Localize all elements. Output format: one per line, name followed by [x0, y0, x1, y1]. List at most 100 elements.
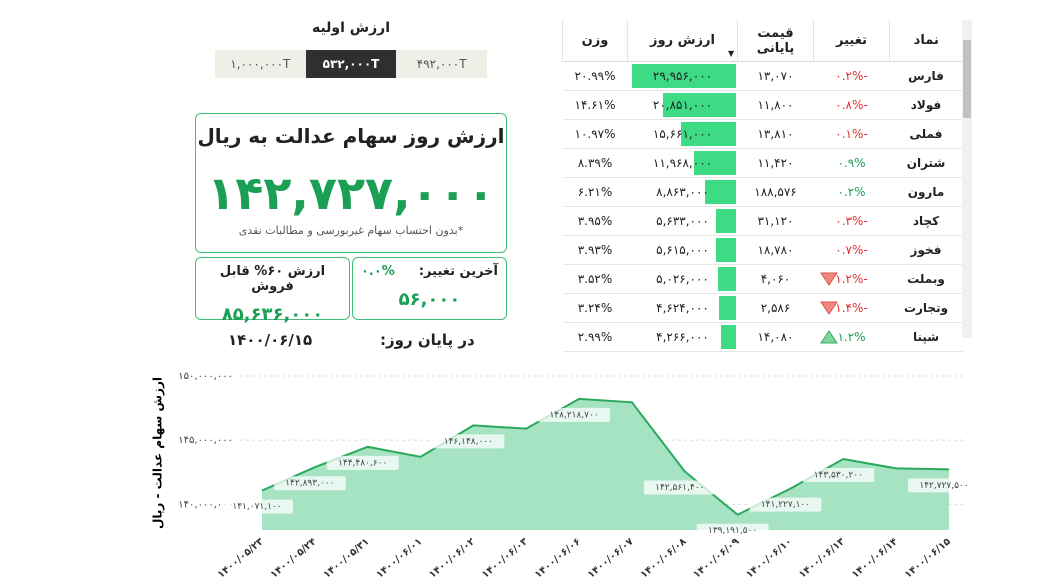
cell-text: ۱۳,۸۱۰: [757, 127, 794, 141]
x-tick-label: ۱۴۰۰/۰۶/۱۰: [744, 536, 794, 581]
data-label-bg: [221, 499, 293, 514]
data-label: ۱۴۶,۱۴۸,۰۰۰: [444, 437, 493, 447]
data-label: ۱۴۱,۰۷۱,۱۰۰: [232, 502, 281, 512]
column-header[interactable]: تغییر: [813, 20, 890, 62]
value-bar: [715, 209, 736, 233]
change-text: ۱.۲%: [837, 330, 866, 344]
table-cell: ۱۱,۹۶۸,۰۰۰: [627, 148, 738, 178]
table-cell: ۱۴,۰۸۰: [737, 322, 814, 352]
data-label: ۱۴۴,۴۸۰,۶۰۰: [338, 458, 387, 468]
change-text: ۰.۹%: [837, 156, 866, 170]
table-cell: وبملت: [889, 264, 963, 294]
cell-text: ۴,۰۶۰: [760, 272, 791, 286]
scrollbar[interactable]: [962, 20, 972, 338]
cell-text: ۱۴.۶۱%: [574, 98, 616, 112]
value-text: ۵,۶۱۵,۰۰۰: [656, 243, 709, 257]
value-text: ۵,۶۳۳,۰۰۰: [656, 214, 709, 228]
end-of-day-label: در پایان روز:: [380, 331, 475, 349]
table-cell: ۱۰.۹۷%: [562, 119, 628, 149]
table-cell: ۰.۹%: [813, 148, 890, 178]
x-tick-label: ۱۴۰۰/۰۵/۳۱: [321, 536, 371, 581]
table-cell: ۱۸,۷۸۰: [737, 235, 814, 265]
column-header[interactable]: وزن: [562, 20, 628, 62]
table-row: فخوز -۰.۷% ۱۸,۷۸۰ ۵,۶۱۵,۰۰۰ ۳.۹۳%: [562, 235, 963, 265]
table-cell: مارون: [889, 177, 963, 207]
main-card: ارزش روز سهام عدالت به ریال ۱۴۲,۷۲۷,۰۰۰ …: [195, 113, 507, 253]
main-note: *بدون احتساب سهام غیربورسی و مطالبات نقد…: [238, 224, 464, 237]
cell-text: مارون: [907, 185, 945, 199]
main-title: ارزش روز سهام عدالت به ریال: [197, 124, 505, 148]
data-label-bg: [432, 434, 505, 449]
data-label: ۱۳۹,۱۹۱,۵۰۰: [708, 526, 757, 536]
cell-text: ۱۰.۹۷%: [574, 127, 616, 141]
table-cell: کچاد: [889, 206, 963, 236]
value-text: ۱۱,۹۶۸,۰۰۰: [652, 156, 713, 170]
table-cell: ۲,۵۸۶: [737, 293, 814, 323]
scroll-thumb[interactable]: [963, 40, 971, 118]
change-icon: [819, 272, 838, 286]
value-bar: [631, 64, 736, 88]
table-cell: ۸.۳۹%: [562, 148, 628, 178]
table-row: وتجارت -۱.۴% ۲,۵۸۶ ۴,۶۲۴,۰۰۰ ۳.۲۴%: [562, 293, 963, 323]
table-cell: ۰.۲%: [813, 177, 890, 207]
table-cell: ۱۵,۶۶۱,۰۰۰: [627, 119, 738, 149]
table-row: وبملت -۱.۲% ۴,۰۶۰ ۵,۰۲۶,۰۰۰ ۳.۵۲%: [562, 264, 963, 294]
cell-text: ۱۴,۰۸۰: [757, 330, 794, 344]
value-bar: [693, 151, 736, 175]
table-cell: ۱۱,۴۲۰: [737, 148, 814, 178]
x-tick-label: ۱۴۰۰/۰۶/۰۹: [691, 536, 741, 581]
table-cell: وتجارت: [889, 293, 963, 323]
triangle: [819, 272, 838, 286]
change-text: -۰.۷%: [835, 243, 868, 257]
table-row: فملی -۰.۱% ۱۳,۸۱۰ ۱۵,۶۶۱,۰۰۰ ۱۰.۹۷%: [562, 119, 963, 149]
column-header[interactable]: قیمت پایانی: [737, 20, 814, 62]
data-label-bg: [696, 523, 769, 538]
table-cell: ۶.۲۱%: [562, 177, 628, 207]
value-bar: [719, 296, 736, 320]
cell-text: ۳.۲۴%: [577, 301, 613, 315]
table-cell: ۴,۰۶۰: [737, 264, 814, 294]
cell-text: ۶.۲۱%: [577, 185, 613, 199]
cell-text: ۳.۹۵%: [577, 214, 613, 228]
x-tick-label: ۱۴۰۰/۰۶/۱۳: [797, 536, 847, 581]
data-label-bg: [643, 480, 716, 495]
change-text: -۰.۱%: [835, 127, 868, 141]
y-tick-label: ۱۴۵,۰۰۰,۰۰۰: [178, 435, 233, 446]
table-cell: ۱۸۸,۵۷۶: [737, 177, 814, 207]
x-tick-label: ۱۴۰۰/۰۶/۱۵: [903, 536, 953, 581]
area-fill: [262, 398, 949, 530]
value-bar: [718, 267, 736, 291]
table-cell: ۵,۶۳۳,۰۰۰: [627, 206, 738, 236]
table-cell: فملی: [889, 119, 963, 149]
change-text: -۰.۳%: [835, 214, 868, 228]
value-option[interactable]: ۱,۰۰۰,۰۰۰T: [215, 50, 306, 78]
table-cell: فخوز: [889, 235, 963, 265]
table-cell: شپنا: [889, 322, 963, 352]
table-cell: -۱.۴%: [813, 293, 890, 323]
data-label-bg: [326, 455, 399, 470]
data-label: ۱۴۲,۷۲۷,۵۰۰: [919, 481, 968, 491]
column-header[interactable]: نماد: [889, 20, 963, 62]
data-label: ۱۴۸,۲۱۸,۷۰۰: [549, 410, 598, 420]
cell-text: ۳.۵۲%: [577, 272, 613, 286]
cell-text: وتجارت: [903, 301, 949, 315]
x-tick-label: ۱۴۰۰/۰۶/۰۷: [586, 536, 636, 581]
stocks-table: نماد تغییر قیمت پایانی ارزش روز ▼ وزن فارس -۰.۲…: [562, 20, 963, 352]
x-tick-label: ۱۴۰۰/۰۶/۱۴: [850, 536, 900, 581]
value-option[interactable]: ۴۹۲,۰۰۰T: [396, 50, 488, 78]
table-cell: -۰.۷%: [813, 235, 890, 265]
cell-text: فولاد: [910, 98, 942, 112]
data-label: ۱۴۲,۸۹۳,۰۰۰: [285, 479, 334, 489]
value-text: ۴,۶۲۴,۰۰۰: [656, 301, 709, 315]
x-tick-label: ۱۴۰۰/۰۶/۰۶: [533, 536, 583, 581]
value-option[interactable]: ۵۳۲,۰۰۰T: [305, 50, 397, 78]
cell-text: ۳۱,۱۲۰: [757, 214, 794, 228]
last-change-card: آخرین تغییر: ۰.۰% ۵۶,۰۰۰: [352, 257, 507, 320]
column-header[interactable]: ارزش روز ▼: [627, 20, 738, 62]
value-bar: [704, 180, 736, 204]
data-label-bg: [273, 476, 346, 491]
table-cell: ۲۰.۹۹%: [562, 61, 628, 91]
table-cell: ۱۳,۰۷۰: [737, 61, 814, 91]
cell-text: شپنا: [912, 330, 940, 344]
